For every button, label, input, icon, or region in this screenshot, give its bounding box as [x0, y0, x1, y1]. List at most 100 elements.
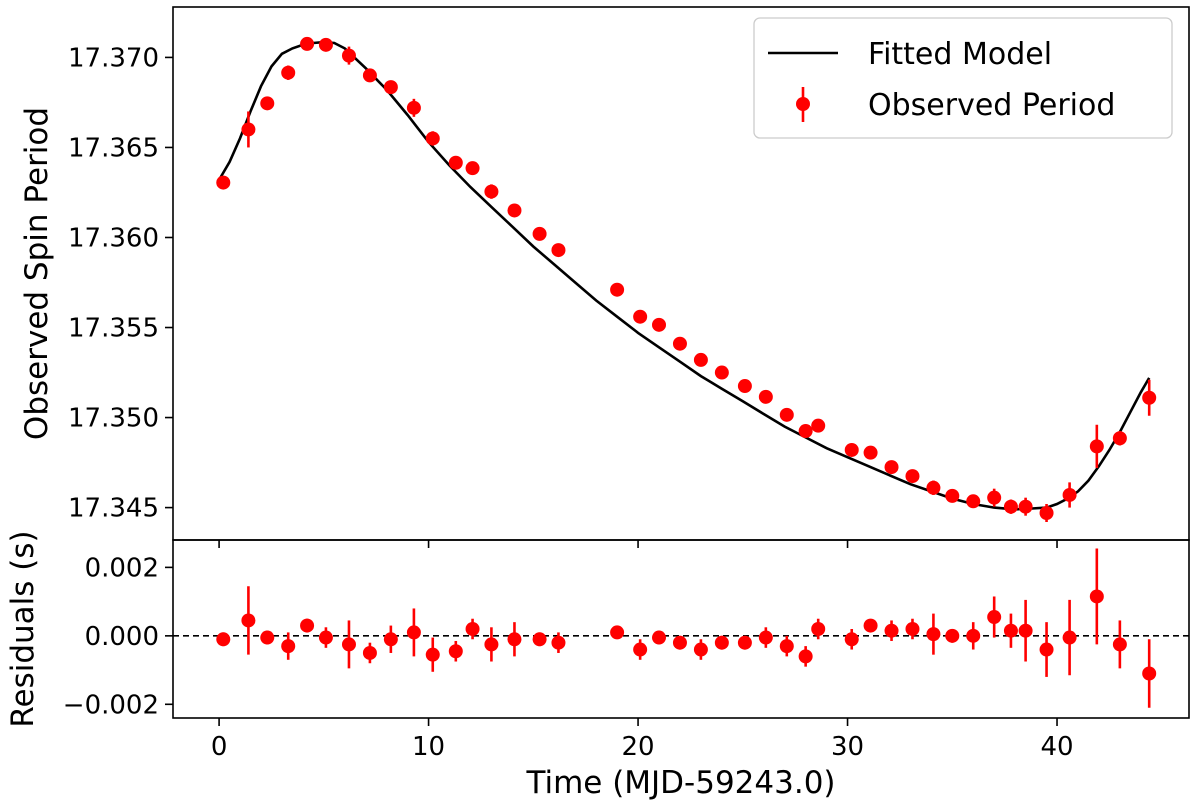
legend-observed-period-label: Observed Period [868, 88, 1115, 123]
observed-period-point [737, 379, 752, 394]
bottom-axes-frame [172, 539, 1190, 719]
residual-point [737, 635, 752, 650]
residual-point [362, 645, 377, 660]
bottom-x-tick-label: 0 [211, 732, 228, 762]
observed-period-point [216, 175, 231, 190]
top-panel: 17.345 17.350 17.355 17.360 17.365 17.370 Obs… [19, 6, 1190, 548]
observed-period-point [610, 282, 625, 297]
observed-period-point [260, 96, 275, 111]
residual-point [884, 623, 899, 638]
residual-point [341, 637, 356, 652]
bottom-y-tick-label: 0.000 [85, 622, 159, 652]
residual-point [260, 630, 275, 645]
observed-period-point [811, 418, 826, 433]
top-y-tick-label: 17.355 [68, 314, 159, 344]
observed-period-point [693, 352, 708, 367]
observed-period-point [1062, 487, 1077, 502]
observed-period-point [1018, 499, 1033, 514]
observed-period-point [987, 490, 1002, 505]
residual-point [1018, 623, 1033, 638]
observed-period-point [1039, 505, 1054, 520]
top-y-tick-label: 17.360 [68, 223, 159, 253]
fitted-model-line [217, 40, 1151, 511]
observed-period-point [966, 494, 981, 509]
residual-points [216, 548, 1157, 708]
residual-point [406, 625, 421, 640]
observed-period-point [507, 203, 522, 218]
residual-point [926, 627, 941, 642]
observed-period-point [884, 460, 899, 475]
observed-period-point [532, 226, 547, 241]
bottom-x-tick-label: 20 [622, 732, 655, 762]
observed-period-point [300, 36, 315, 51]
observed-period-point [406, 100, 421, 115]
observed-period-point [1089, 439, 1104, 454]
x-axis-label: Time (MJD-59243.0) [525, 765, 835, 801]
residual-point [811, 622, 826, 636]
residual-point [383, 632, 398, 647]
top-y-tick-label: 17.350 [68, 404, 159, 434]
legend-observed-marker-swatch [796, 97, 810, 111]
residual-point [714, 635, 729, 650]
top-y-tick-label: 17.365 [68, 133, 159, 163]
top-y-tick-label: 17.345 [68, 494, 159, 524]
residual-point [693, 642, 708, 657]
residual-point [652, 630, 667, 645]
residual-point [987, 610, 1002, 625]
residual-point [241, 613, 256, 628]
residual-point [532, 632, 547, 647]
observed-period-point [672, 336, 687, 351]
observed-period-point [945, 488, 960, 503]
legend-box [753, 17, 1173, 139]
bottom-y-tick-label: −0.002 [63, 690, 159, 720]
observed-period-point [1003, 499, 1018, 514]
residual-point [779, 639, 794, 654]
residual-point [966, 628, 981, 643]
residual-point [863, 618, 878, 633]
residual-point [633, 642, 648, 657]
observed-period-point [484, 184, 499, 199]
residual-point [425, 647, 440, 662]
observed-period-point [465, 161, 480, 176]
residual-point [1062, 630, 1077, 645]
observed-period-point [318, 37, 333, 52]
observed-period-point [341, 48, 356, 63]
observed-period-point [281, 65, 296, 80]
residual-point [484, 637, 499, 652]
bottom-axis-ticks: −0.002 0.000 0.002 0 10 20 30 40 [63, 553, 1074, 762]
observed-period-point [926, 480, 941, 495]
bottom-x-tick-label: 40 [1040, 732, 1073, 762]
observed-period-point [905, 469, 920, 484]
residual-point [844, 632, 859, 647]
observed-period-point [383, 80, 398, 95]
observed-period-point [863, 445, 878, 460]
top-y-axis-label: Observed Spin Period [19, 107, 55, 440]
observed-period-point [798, 424, 813, 439]
observed-period-point [1142, 390, 1157, 405]
residual-point [758, 630, 773, 645]
observed-period-point [448, 155, 463, 170]
residual-point [300, 618, 315, 633]
residual-point [905, 622, 920, 636]
observed-period-point [425, 131, 440, 146]
observed-period-point [844, 442, 859, 457]
residual-point [1003, 623, 1018, 638]
residual-point [945, 628, 960, 643]
observed-period-point [362, 68, 377, 83]
residual-point [672, 635, 687, 650]
residual-point [1112, 637, 1127, 652]
bottom-x-tick-label: 30 [831, 732, 864, 762]
bottom-y-tick-label: 0.002 [85, 553, 159, 583]
bottom-y-axis-label: Residuals (s) [5, 530, 41, 727]
observed-period-point [633, 309, 648, 324]
residual-point [551, 635, 566, 650]
residual-point [798, 649, 813, 664]
residual-point [1089, 589, 1104, 604]
legend-fitted-model-label: Fitted Model [868, 37, 1052, 72]
residual-point [216, 632, 231, 647]
top-y-tick-label: 17.370 [68, 43, 159, 73]
residual-point [610, 625, 625, 640]
observed-period-point [758, 389, 773, 404]
